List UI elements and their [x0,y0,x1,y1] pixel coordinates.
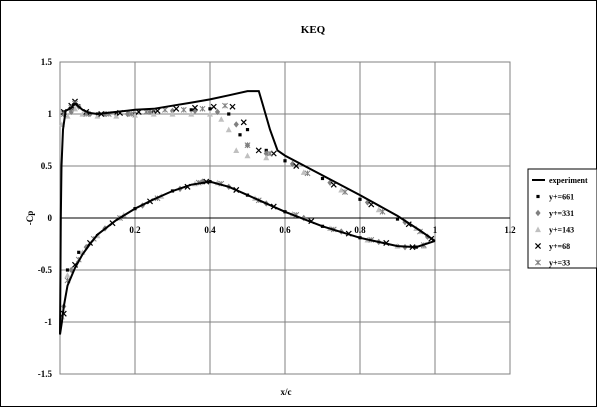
y-tick-labels: 1.5 1 0.5 0 -0.5 -1 -1.5 [38,57,53,379]
data-point [64,272,71,278]
series-3 [58,105,427,320]
data-point [128,111,135,117]
series-2 [61,103,431,310]
y-tick-label: 0.5 [41,161,53,171]
legend-label: y+=661 [549,193,574,202]
data-point [244,142,251,149]
data-point [229,103,236,110]
data-point [113,113,120,119]
data-point [68,266,74,274]
x-tick-labels: 0.2 0.4 0.6 0.8 1 1.2 [129,225,516,235]
data-point [191,104,199,111]
series-4 [60,98,435,317]
data-point [147,108,153,116]
series-1 [62,104,430,272]
data-point [338,186,345,193]
data-point [233,147,240,153]
legend-swatch [534,242,542,250]
x-tick-label: 0.4 [204,225,216,235]
y-tick-label: -1 [45,317,53,327]
experiment-line-upper [59,90,436,335]
data-point [214,108,221,116]
legend-label: experiment [549,176,588,185]
chart-title: KEQ [301,24,326,36]
x-tick-label: 0.2 [129,225,141,235]
legend-swatch [535,226,541,233]
data-point [304,170,311,177]
x-tick-label: 1 [433,225,438,235]
data-point [263,154,270,161]
data-point [240,119,247,126]
y-tick-label: 0 [48,213,53,223]
data-point [169,111,176,117]
data-point [283,159,287,163]
data-point [124,110,131,118]
data-point [64,113,71,119]
legend-swatch [535,209,541,217]
x-tick-label: 1.2 [504,225,516,235]
y-tick-label: -0.5 [38,265,53,275]
legend-swatch [536,194,540,199]
data-point [189,108,193,112]
data-point [222,102,228,109]
data-point [218,116,225,122]
data-point [233,121,239,128]
data-point [207,111,213,117]
data-point [65,268,70,272]
legend-label: y+=33 [549,259,570,268]
legend: experiment y+=661 y+=331 y+=143 y+=68 y+=33 [527,168,597,269]
x-tick-label: 0.6 [279,225,291,235]
data-point [150,111,157,117]
data-point [245,128,250,132]
data-point [180,106,187,113]
experiment-line-lower [59,180,436,335]
legend-label: y+=143 [549,226,574,235]
data-point [375,206,382,213]
data-point [244,152,251,159]
series-layer [58,90,436,335]
data-point [263,150,269,157]
data-point [320,176,325,181]
series-5 [60,100,427,284]
y-tick-label: 1.5 [41,57,53,67]
data-point [227,112,231,116]
data-point [225,126,232,133]
data-point [208,107,212,111]
data-point [199,105,206,112]
data-point [289,160,296,168]
data-point [68,108,74,116]
data-point [395,217,400,221]
y-tick-label: 1 [48,109,53,119]
data-point [79,111,86,117]
data-point [267,150,273,157]
data-point [358,197,362,201]
data-point [300,169,307,175]
data-point [94,113,101,119]
legend-label: y+=68 [549,242,570,251]
data-point [192,107,198,115]
data-point [77,250,81,254]
data-point [293,162,300,170]
data-point [255,147,262,154]
legend-swatch [535,259,541,266]
legend-box [527,168,597,269]
data-point [188,111,195,117]
legend-label: y+=331 [549,209,574,218]
data-point [210,103,217,110]
x-axis-title: x/c [281,387,292,397]
data-point [173,105,180,112]
data-point [342,189,348,195]
data-point [169,107,176,115]
y-tick-label: -1.5 [38,369,53,379]
y-axis-title: -Cp [25,211,35,226]
x-tick-label: 0.8 [354,225,366,235]
data-point [238,133,242,137]
data-point [379,208,386,215]
